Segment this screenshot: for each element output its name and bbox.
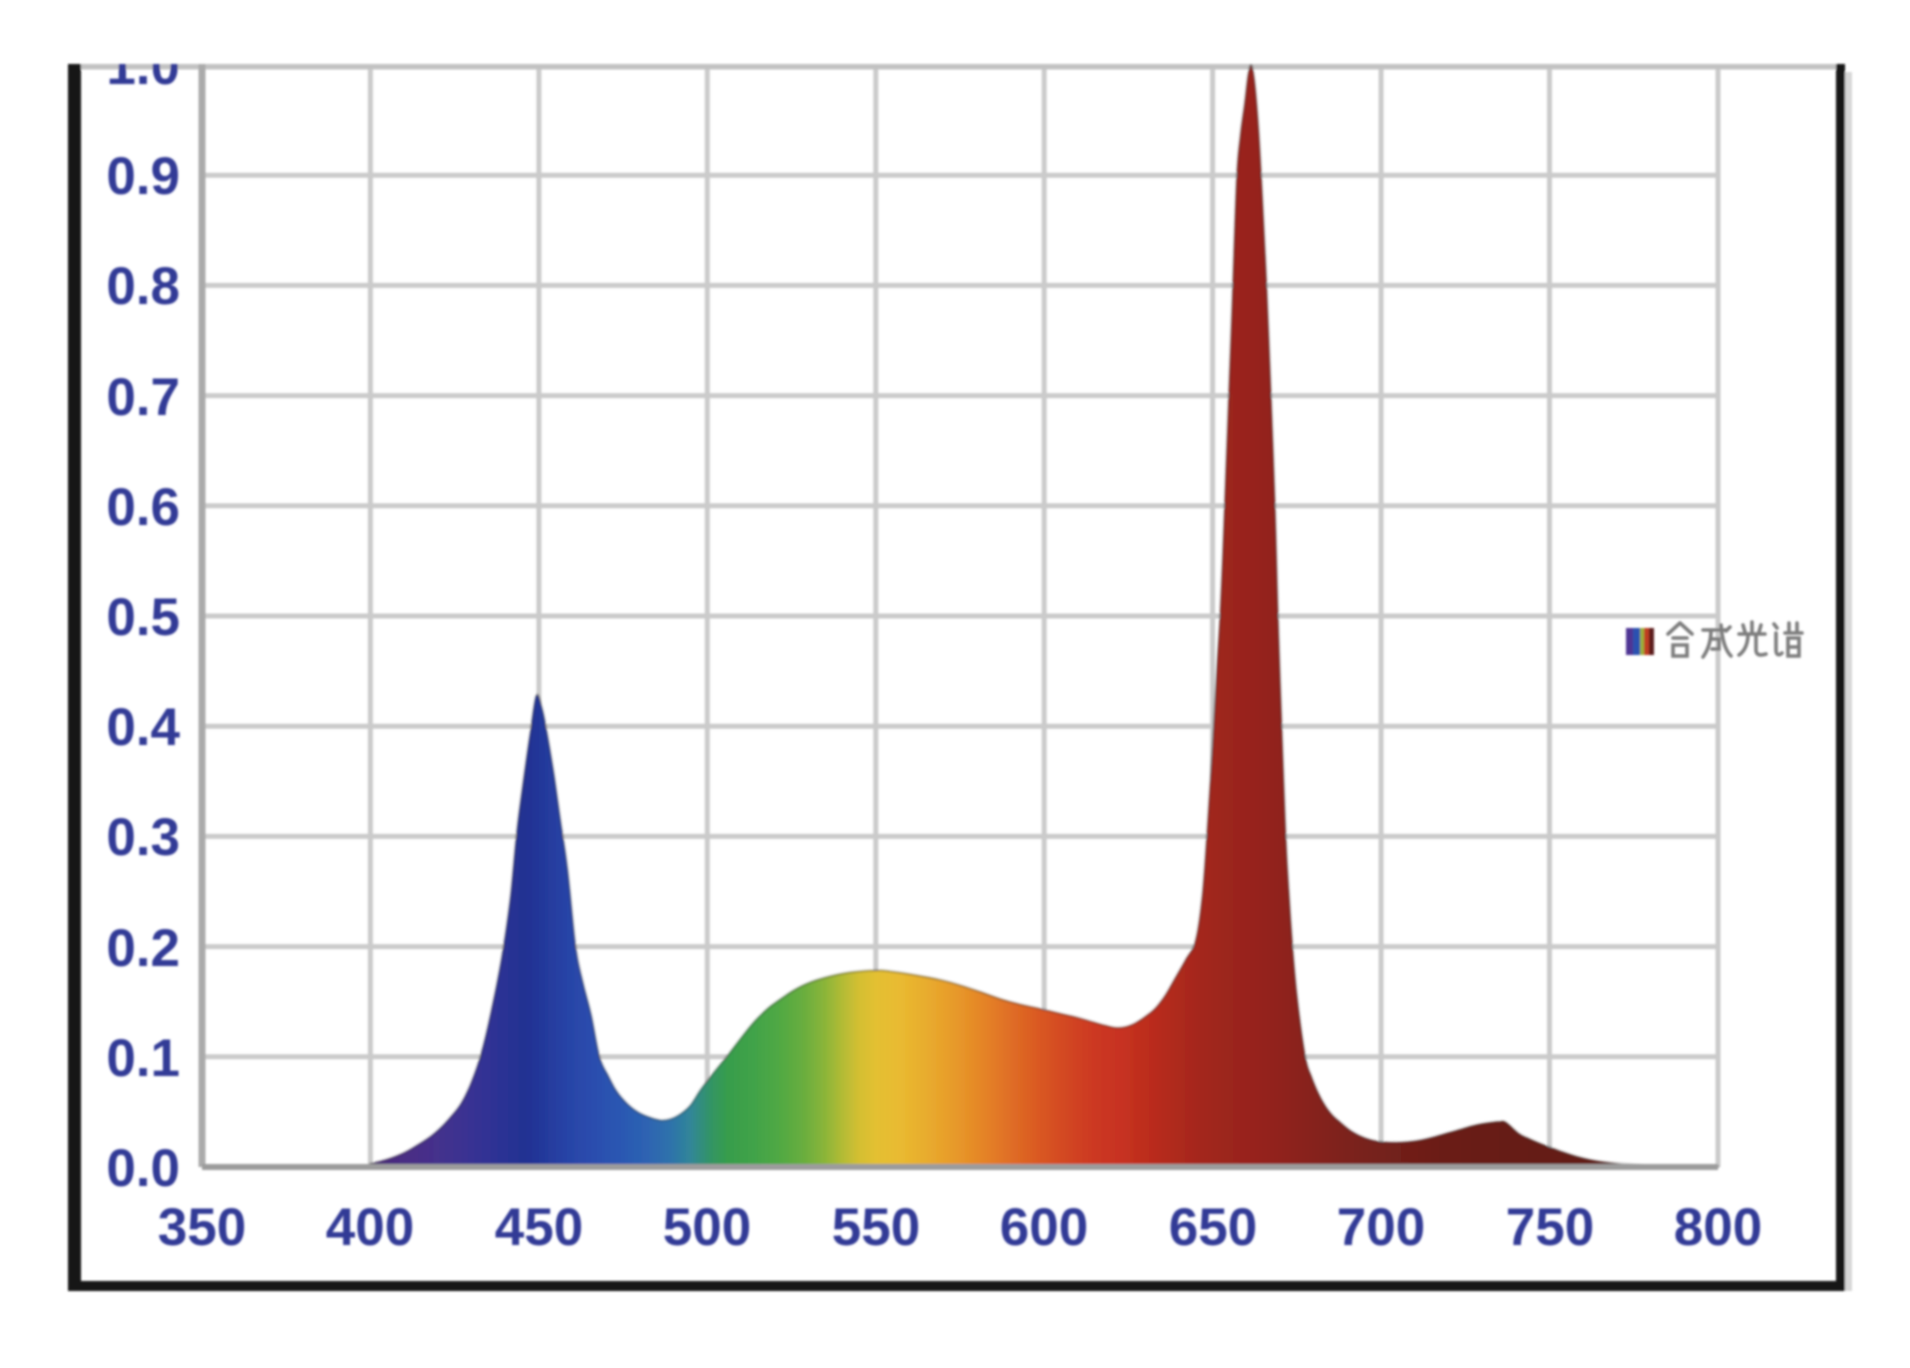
svg-text:550: 550	[832, 1198, 920, 1257]
svg-text:0.4: 0.4	[106, 698, 180, 757]
svg-text:0.3: 0.3	[106, 808, 180, 867]
svg-text:0.1: 0.1	[106, 1029, 180, 1088]
svg-text:0.5: 0.5	[106, 588, 180, 647]
svg-text:0.6: 0.6	[106, 478, 180, 537]
svg-text:600: 600	[1000, 1198, 1088, 1257]
svg-text:1.0: 1.0	[106, 37, 180, 96]
svg-text:350: 350	[158, 1198, 246, 1257]
svg-text:0.0: 0.0	[106, 1139, 180, 1198]
svg-text:0.9: 0.9	[106, 147, 180, 206]
svg-text:450: 450	[495, 1198, 583, 1257]
svg-text:800: 800	[1674, 1198, 1762, 1257]
svg-text:750: 750	[1506, 1198, 1594, 1257]
svg-text:0.8: 0.8	[106, 257, 180, 316]
svg-text:700: 700	[1337, 1198, 1425, 1257]
svg-text:650: 650	[1169, 1198, 1257, 1257]
svg-text:0.2: 0.2	[106, 919, 180, 978]
svg-text:500: 500	[663, 1198, 751, 1257]
svg-text:0.7: 0.7	[106, 368, 180, 427]
svg-text:400: 400	[326, 1198, 414, 1257]
